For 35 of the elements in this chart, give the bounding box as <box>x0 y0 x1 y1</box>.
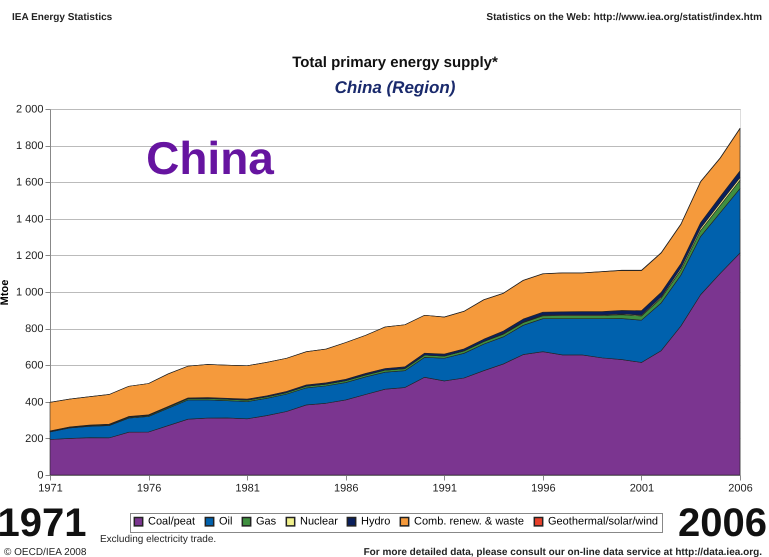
y-tick-label: 1 600 <box>16 176 44 189</box>
text: Excluding electricity trade. <box>100 534 216 545</box>
text: Statistics on the Web: http://www.iea.org/statist/index.htm <box>486 12 762 23</box>
legend-label: Nuclear <box>300 516 338 528</box>
y-tick-label: 800 <box>25 323 44 336</box>
legend-label: Hydro <box>361 516 390 528</box>
legend-label: Oil <box>219 516 232 528</box>
y-tick-label: 1 400 <box>16 213 44 226</box>
x-tick-label: 2001 <box>630 482 654 494</box>
y-axis-title: Mtoe <box>0 280 11 306</box>
y-tick-label: 200 <box>25 432 44 445</box>
y-tick-label: 1 000 <box>16 286 44 298</box>
y-tick-label: 2 000 <box>16 104 44 116</box>
y-tick-label: 600 <box>25 360 44 372</box>
legend-label: Comb. renew. & waste <box>414 516 524 528</box>
y-tick-label: 1 200 <box>16 250 44 262</box>
y-tick-label: 0 <box>37 470 44 482</box>
legend-label: Coal/peat <box>148 516 196 528</box>
x-tick-label: 1991 <box>432 482 458 494</box>
x-tick-label: 1981 <box>235 482 260 494</box>
x-tick-label: 1976 <box>136 482 162 494</box>
legend-label: Gas <box>256 516 277 528</box>
text: IEA Energy Statistics <box>12 12 113 23</box>
x-tick-label: 1996 <box>531 482 556 494</box>
text: © OECD/IEA 2008 <box>4 547 87 557</box>
x-tick-label: 1986 <box>334 482 358 494</box>
text: For more detailed data, please consult our on-line data service at http://data.iea.org. <box>364 547 762 557</box>
x-tick-label: 1971 <box>38 482 63 494</box>
annotation: China <box>146 132 274 184</box>
chart-subtitle: China (Region) <box>334 78 456 97</box>
x-tick-label: 2006 <box>728 482 753 494</box>
y-tick-label: 1 800 <box>16 140 44 152</box>
legend-label: Geothermal/solar/wind <box>548 516 658 528</box>
chart-title: Total primary energy supply* <box>292 54 498 71</box>
y-tick-label: 400 <box>25 396 44 408</box>
